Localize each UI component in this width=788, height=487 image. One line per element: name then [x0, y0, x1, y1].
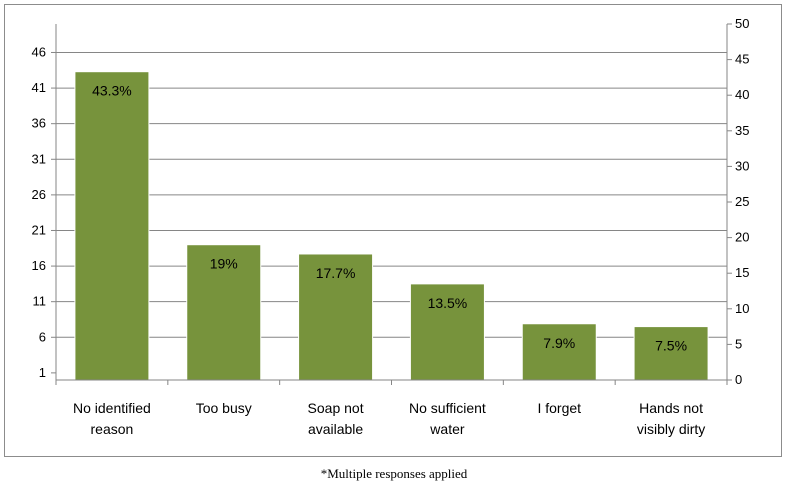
left-axis-tick-label: 6 [39, 329, 46, 344]
data-label: 43.3% [92, 83, 132, 99]
category-label: I forget [537, 400, 581, 416]
data-label: 7.5% [655, 338, 687, 354]
chart: 1611162126313641460510152025303540455043… [32, 16, 750, 437]
left-axis-tick-label: 26 [32, 187, 46, 202]
footnote: *Multiple responses applied [320, 466, 468, 481]
category-label: Hands not visibly dirty [637, 400, 705, 437]
right-axis-tick-label: 50 [735, 16, 749, 31]
bar [74, 71, 150, 381]
bar [521, 323, 597, 381]
data-label: 17.7% [316, 265, 356, 281]
left-axis-tick-label: 1 [39, 365, 46, 380]
right-axis-tick-label: 0 [735, 372, 742, 387]
bar [186, 244, 262, 381]
right-axis-tick-label: 15 [735, 265, 749, 280]
left-axis-tick-label: 11 [33, 294, 47, 309]
left-axis-tick-label: 31 [32, 151, 46, 166]
right-axis-tick-label: 5 [735, 336, 742, 351]
category-label: Soap not available [308, 400, 364, 437]
right-axis-tick-label: 40 [735, 87, 749, 102]
category-label: No sufficient water [409, 400, 486, 437]
left-axis-tick-label: 41 [32, 80, 46, 95]
data-label: 13.5% [428, 295, 468, 311]
right-axis-tick-label: 30 [735, 158, 749, 173]
right-axis-tick-label: 45 [735, 52, 749, 67]
data-label: 7.9% [543, 335, 575, 351]
category-label: Too busy [196, 400, 252, 416]
right-axis-tick-label: 35 [735, 123, 749, 138]
data-label: 19% [210, 256, 238, 272]
right-axis-tick-label: 10 [735, 301, 749, 316]
bar [633, 326, 709, 381]
category-label: No identified reason [73, 400, 151, 437]
left-axis-tick-label: 21 [32, 222, 46, 237]
left-axis-tick-label: 16 [32, 258, 46, 273]
left-axis-tick-label: 46 [32, 44, 46, 59]
right-axis-tick-label: 20 [735, 230, 749, 245]
right-axis-tick-label: 25 [735, 194, 749, 209]
left-axis-tick-label: 36 [32, 116, 46, 131]
bar [409, 283, 485, 381]
